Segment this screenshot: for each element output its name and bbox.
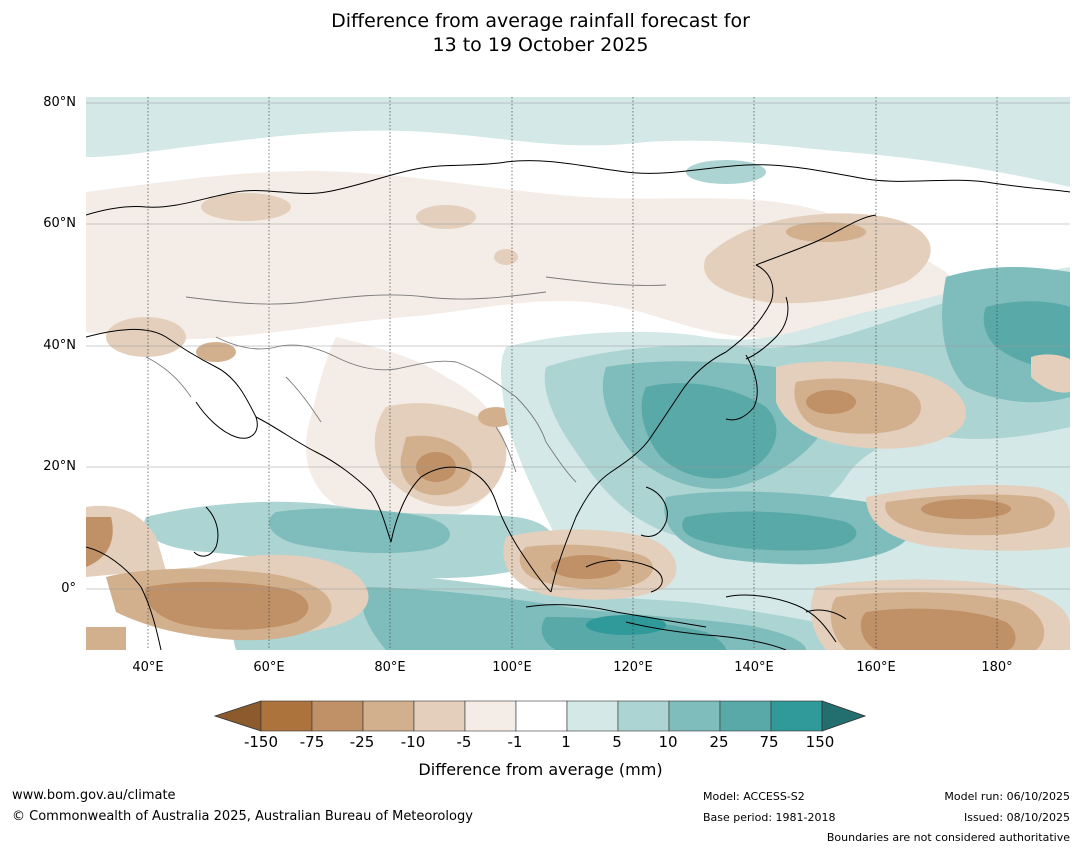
colorbar-svg [213, 700, 867, 732]
wet-anomaly-indian-ocean [144, 501, 906, 650]
dry-anomaly-central-pacific [776, 354, 1070, 650]
lat-tick-0: 0° [61, 581, 76, 596]
coastlines [86, 160, 1070, 650]
lon-tick-120e: 120°E [613, 660, 653, 675]
colorbar-high-arrow [821, 700, 867, 732]
model-run-date: Model run: 06/10/2025 [944, 790, 1070, 803]
colorbar-segment [362, 700, 415, 732]
country-borders [145, 276, 667, 483]
website-link[interactable]: www.bom.gov.au/climate [12, 788, 176, 803]
colorbar-segment [566, 700, 619, 732]
wet-anomaly-arctic [86, 97, 1070, 187]
boundaries-disclaimer: Boundaries are not considered authoritat… [826, 831, 1070, 844]
issued-date: Issued: 08/10/2025 [963, 811, 1070, 824]
rainfall-map [86, 97, 1070, 650]
lon-tick-160e: 160°E [856, 660, 896, 675]
colorbar-label: -25 [349, 733, 375, 751]
lon-tick-100e: 100°E [492, 660, 532, 675]
model-name: Model: ACCESS-S2 [703, 790, 805, 803]
colorbar-segment [413, 700, 466, 732]
lat-tick-80n: 80°N [43, 95, 76, 110]
colorbar-segment [464, 700, 517, 732]
colorbar-segment [770, 700, 823, 732]
dry-anomaly-west-indian-ocean [86, 505, 369, 650]
dry-anomaly-south-asia [106, 317, 514, 524]
lat-tick-60n: 60°N [43, 216, 76, 231]
colorbar-segment [311, 700, 364, 732]
dry-anomaly-eurasia [86, 171, 954, 340]
colorbar-segment [668, 700, 721, 732]
lon-tick-140e: 140°E [734, 660, 774, 675]
colorbar-label: 10 [658, 733, 678, 751]
colorbar-label: -75 [299, 733, 325, 751]
colorbar-label: -10 [400, 733, 426, 751]
lat-tick-20n: 20°N [43, 459, 76, 474]
colorbar-segment [617, 700, 670, 732]
colorbar-label: 5 [612, 733, 622, 751]
lon-tick-180: 180° [981, 660, 1013, 675]
colorbar-segment [719, 700, 772, 732]
lat-tick-40n: 40°N [43, 338, 76, 353]
title-line-2: 13 to 19 October 2025 [432, 34, 649, 56]
base-period: Base period: 1981-2018 [703, 811, 836, 824]
colorbar-segment [260, 700, 313, 732]
chart-title: Difference from average rainfall forecas… [0, 9, 1081, 57]
colorbar-label: 150 [805, 733, 835, 751]
colorbar-label: 75 [759, 733, 779, 751]
colorbar-label: -150 [243, 733, 279, 751]
lon-tick-80e: 80°E [374, 660, 406, 675]
title-line-1: Difference from average rainfall forecas… [331, 10, 750, 32]
map-canvas [86, 97, 1070, 650]
lon-tick-40e: 40°E [132, 660, 164, 675]
colorbar-segment [515, 700, 568, 732]
lon-tick-60e: 60°E [253, 660, 285, 675]
colorbar-label: 25 [709, 733, 729, 751]
colorbar-label: -1 [507, 733, 523, 751]
colorbar-title: Difference from average (mm) [418, 760, 663, 779]
copyright-text: © Commonwealth of Australia 2025, Austra… [12, 809, 473, 824]
colorbar-label: -5 [456, 733, 472, 751]
colorbar-low-arrow [213, 700, 262, 732]
latitude-gridlines [86, 102, 1070, 590]
colorbar-label: 1 [561, 733, 571, 751]
colorbar [213, 700, 867, 732]
